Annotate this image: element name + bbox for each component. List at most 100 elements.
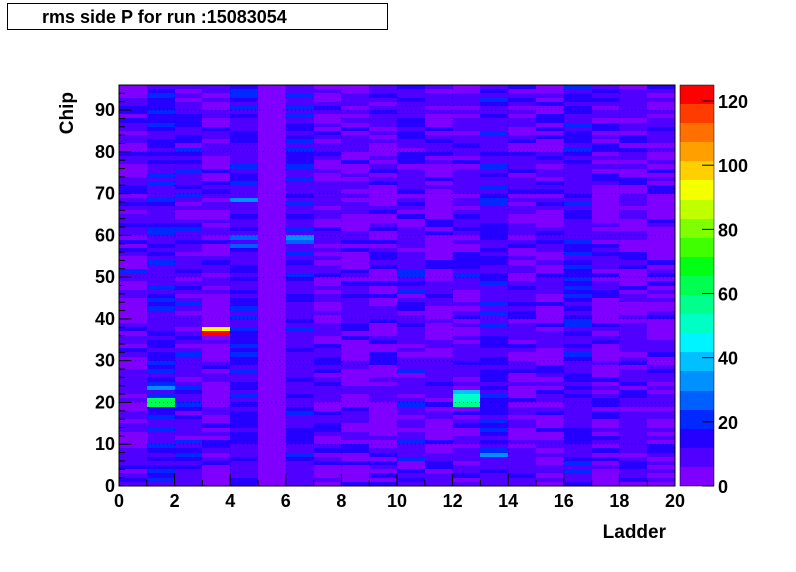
heatmap-cell bbox=[314, 194, 341, 198]
heatmap-cell bbox=[508, 185, 536, 189]
heatmap-cell bbox=[397, 428, 425, 432]
heatmap-cell bbox=[258, 432, 286, 436]
heatmap-cell bbox=[314, 260, 341, 265]
heatmap-cell bbox=[119, 423, 147, 428]
heatmap-cell bbox=[536, 306, 564, 311]
heatmap-cell bbox=[175, 432, 202, 436]
heatmap-cell bbox=[230, 89, 258, 93]
heatmap-cell bbox=[258, 185, 286, 189]
heatmap-cell bbox=[286, 118, 314, 123]
x-tick-label: 0 bbox=[114, 491, 124, 511]
heatmap-cell bbox=[175, 256, 202, 260]
heatmap-cell bbox=[175, 160, 202, 164]
heatmap-cell bbox=[314, 402, 341, 407]
heatmap-cell bbox=[286, 302, 314, 306]
heatmap-cell bbox=[619, 206, 647, 210]
heatmap-cell bbox=[508, 281, 536, 286]
heatmap-cell bbox=[425, 402, 453, 407]
heatmap-cell bbox=[119, 290, 147, 294]
heatmap-cell bbox=[397, 114, 425, 118]
heatmap-cell bbox=[258, 110, 286, 114]
heatmap-cell bbox=[647, 148, 675, 152]
heatmap-cell bbox=[202, 286, 230, 290]
heatmap-cell bbox=[119, 194, 147, 198]
heatmap-cell bbox=[119, 407, 147, 411]
heatmap-cell bbox=[341, 160, 369, 164]
heatmap-cell bbox=[119, 260, 147, 265]
heatmap-cell bbox=[480, 181, 508, 185]
heatmap-cell bbox=[592, 344, 619, 348]
heatmap-cell bbox=[286, 85, 314, 89]
heatmap-cell bbox=[536, 365, 564, 369]
heatmap-cell bbox=[564, 469, 592, 473]
heatmap-cell bbox=[480, 415, 508, 419]
heatmap-cell bbox=[592, 402, 619, 407]
heatmap-cell bbox=[647, 461, 675, 465]
heatmap-cell bbox=[480, 448, 508, 453]
heatmap-cell bbox=[258, 352, 286, 357]
heatmap-cell bbox=[592, 390, 619, 394]
heatmap-cell bbox=[147, 135, 175, 139]
heatmap-cell bbox=[202, 352, 230, 357]
heatmap-cell bbox=[397, 290, 425, 294]
heatmap-cell bbox=[536, 189, 564, 194]
heatmap-cell bbox=[508, 390, 536, 394]
heatmap-cell bbox=[647, 102, 675, 106]
heatmap-cell bbox=[341, 135, 369, 139]
heatmap-cell bbox=[397, 411, 425, 415]
heatmap-cell bbox=[647, 302, 675, 306]
heatmap-cell bbox=[147, 265, 175, 269]
heatmap-cell bbox=[508, 152, 536, 156]
heatmap-cell bbox=[175, 331, 202, 336]
heatmap-cell bbox=[536, 323, 564, 327]
heatmap-cell bbox=[425, 390, 453, 394]
heatmap-cell bbox=[314, 327, 341, 331]
heatmap-cell bbox=[147, 419, 175, 423]
heatmap-cell bbox=[314, 365, 341, 369]
heatmap-cell bbox=[453, 139, 480, 143]
heatmap-cell bbox=[619, 298, 647, 302]
heatmap-cell bbox=[425, 127, 453, 131]
heatmap-cell bbox=[480, 369, 508, 373]
heatmap-cell bbox=[564, 244, 592, 248]
heatmap-cell bbox=[480, 453, 508, 457]
heatmap-cell bbox=[258, 85, 286, 89]
heatmap-cell bbox=[341, 114, 369, 118]
heatmap-cell bbox=[453, 336, 480, 340]
heatmap-cell bbox=[592, 361, 619, 365]
heatmap-cell bbox=[314, 411, 341, 415]
heatmap-cell bbox=[314, 419, 341, 423]
heatmap-cell bbox=[425, 194, 453, 198]
heatmap-cell bbox=[369, 473, 397, 478]
heatmap-cell bbox=[619, 390, 647, 394]
heatmap-cell bbox=[397, 131, 425, 135]
heatmap-cell bbox=[397, 323, 425, 327]
heatmap-cell bbox=[453, 357, 480, 361]
heatmap-cell bbox=[147, 148, 175, 152]
heatmap-cell bbox=[480, 352, 508, 357]
heatmap-cell bbox=[314, 177, 341, 181]
heatmap-cell bbox=[258, 386, 286, 390]
heatmap-cell bbox=[647, 131, 675, 135]
heatmap-cell bbox=[536, 256, 564, 260]
heatmap-cell bbox=[536, 411, 564, 415]
heatmap-cell bbox=[286, 453, 314, 457]
heatmap-cell bbox=[564, 135, 592, 139]
heatmap-cell bbox=[147, 110, 175, 114]
heatmap-cell bbox=[230, 448, 258, 453]
heatmap-cell bbox=[286, 240, 314, 244]
heatmap-cell bbox=[341, 415, 369, 419]
heatmap-cell bbox=[508, 235, 536, 240]
heatmap-cell bbox=[619, 294, 647, 298]
heatmap-cell bbox=[202, 252, 230, 256]
heatmap-cell bbox=[397, 311, 425, 315]
heatmap-cell bbox=[286, 227, 314, 231]
heatmap-cell bbox=[480, 98, 508, 102]
heatmap-cell bbox=[175, 352, 202, 357]
heatmap-cell bbox=[119, 281, 147, 286]
heatmap-cell bbox=[592, 432, 619, 436]
heatmap-cell bbox=[536, 369, 564, 373]
heatmap-cell bbox=[258, 114, 286, 118]
heatmap-cell bbox=[314, 440, 341, 444]
heatmap-cell bbox=[230, 390, 258, 394]
